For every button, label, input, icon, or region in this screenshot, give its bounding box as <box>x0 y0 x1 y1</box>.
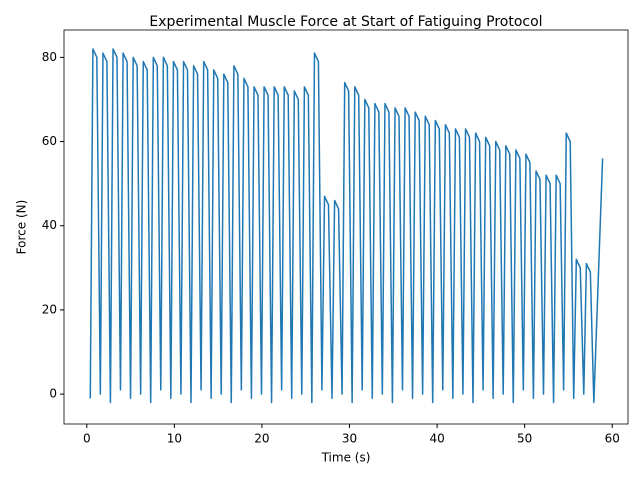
x-tick-label: 20 <box>254 432 269 446</box>
x-tick-label: 40 <box>429 432 444 446</box>
y-tick-label: 60 <box>42 134 57 148</box>
y-tick-label: 0 <box>49 387 57 401</box>
x-tick-label: 60 <box>605 432 620 446</box>
x-tick-label: 0 <box>83 432 91 446</box>
chart-title: Experimental Muscle Force at Start of Fa… <box>149 14 542 30</box>
y-tick-label: 20 <box>42 302 57 316</box>
x-tick-label: 30 <box>342 432 357 446</box>
y-tick-label: 80 <box>42 50 57 64</box>
y-tick-label: 40 <box>42 218 57 232</box>
y-axis-label: Force (N) <box>15 200 29 255</box>
data-line <box>89 48 604 404</box>
x-tick-label: 50 <box>517 432 532 446</box>
plot-frame <box>63 29 629 425</box>
x-tick-label: 10 <box>167 432 182 446</box>
x-axis-label: Time (s) <box>321 451 371 465</box>
